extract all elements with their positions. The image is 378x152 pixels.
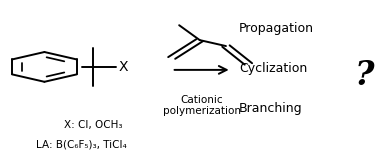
Text: ?: ? (355, 59, 374, 92)
Text: LA: B(C₆F₅)₃, TiCl₄: LA: B(C₆F₅)₃, TiCl₄ (37, 139, 127, 149)
Text: Propagation: Propagation (239, 22, 314, 35)
Text: X: X (119, 60, 128, 74)
Text: Branching: Branching (239, 102, 303, 115)
Text: Cationic
polymerization: Cationic polymerization (163, 95, 241, 116)
Text: X: Cl, OCH₃: X: Cl, OCH₃ (64, 120, 122, 130)
Text: Cyclization: Cyclization (239, 62, 307, 75)
